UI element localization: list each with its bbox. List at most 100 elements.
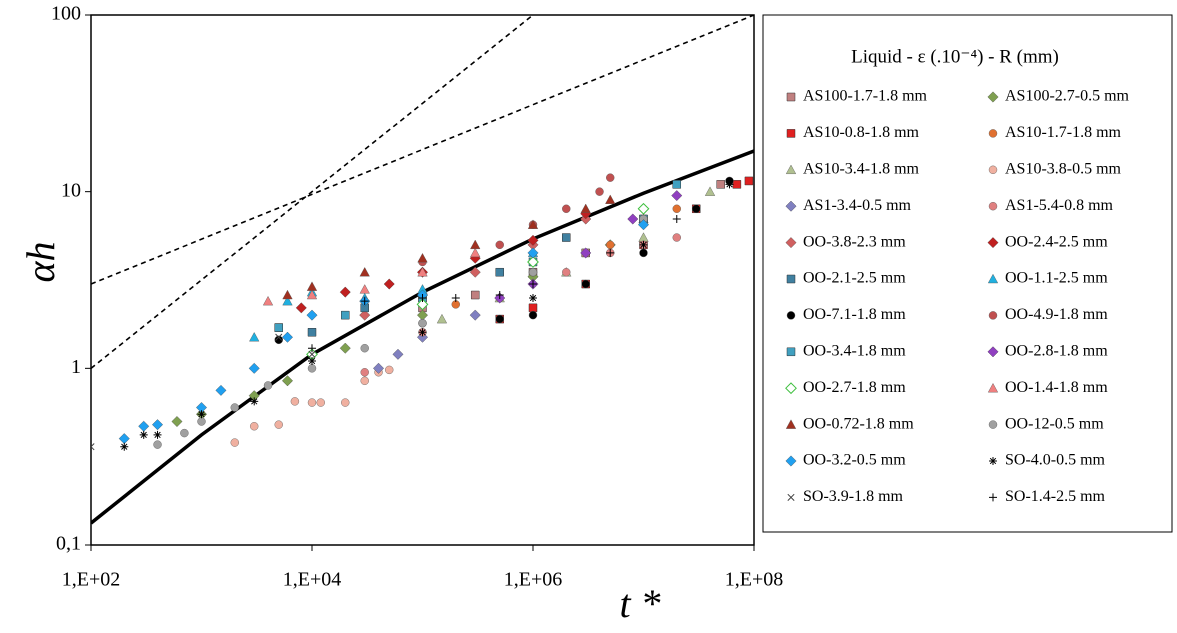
data-point xyxy=(308,344,316,353)
legend-label: OO-3.4-1.8 mm xyxy=(803,342,906,359)
data-point xyxy=(197,410,206,419)
legend-marker xyxy=(786,311,796,320)
data-point xyxy=(529,280,537,289)
data-point xyxy=(418,319,427,328)
data-point xyxy=(725,180,734,189)
legend-marker xyxy=(989,457,997,465)
legend-label: SO-1.4-2.5 mm xyxy=(1005,488,1106,505)
data-point xyxy=(580,247,592,259)
data-point xyxy=(339,286,351,298)
data-point xyxy=(495,240,504,250)
data-point xyxy=(527,247,539,259)
data-point xyxy=(469,309,481,321)
legend-label: OO-1.1-2.5 mm xyxy=(1005,270,1108,287)
data-point xyxy=(274,420,283,429)
legend-label: AS10-0.8-1.8 mm xyxy=(803,124,920,141)
data-point xyxy=(274,335,283,345)
data-point xyxy=(360,297,369,306)
plot-area xyxy=(90,14,755,546)
x-tick-label: 1,E+08 xyxy=(725,569,784,591)
data-point xyxy=(671,190,683,202)
data-point xyxy=(638,219,649,231)
legend-marker xyxy=(787,493,795,501)
data-point xyxy=(385,365,394,375)
data-point xyxy=(392,348,404,360)
data-point xyxy=(153,440,162,449)
legend-marker xyxy=(987,273,999,284)
data-point xyxy=(360,344,369,353)
data-point xyxy=(580,203,591,213)
data-point xyxy=(581,279,590,289)
legend-label: OO-12-0.5 mm xyxy=(1005,415,1104,432)
data-point xyxy=(250,422,259,431)
data-point xyxy=(627,213,639,225)
data-point xyxy=(339,342,351,354)
legend-marker xyxy=(987,346,999,358)
data-point xyxy=(672,204,681,213)
legend-label: SO-3.9-1.8 mm xyxy=(803,488,904,505)
legend-label: OO-2.4-2.5 mm xyxy=(1005,233,1108,250)
data-point xyxy=(451,294,460,303)
data-point xyxy=(282,375,293,387)
data-point xyxy=(118,433,130,445)
data-point xyxy=(360,368,369,377)
data-point xyxy=(341,310,350,320)
data-point xyxy=(359,309,371,321)
legend-label: AS10-1.7-1.8 mm xyxy=(1005,124,1122,141)
legend-label: OO-4.9-1.8 mm xyxy=(1005,306,1108,323)
data-point xyxy=(470,247,481,258)
legend-label: OO-0.72-1.8 mm xyxy=(803,415,914,432)
data-point xyxy=(282,295,293,306)
data-point xyxy=(528,268,538,277)
model-line xyxy=(91,15,534,369)
data-point xyxy=(562,204,571,213)
data-point xyxy=(528,310,538,320)
legend-label: AS1-3.4-0.5 mm xyxy=(803,197,912,214)
legend-label: OO-3.8-2.3 mm xyxy=(803,233,906,250)
data-point xyxy=(418,328,427,337)
legend-marker xyxy=(988,165,998,174)
data-point xyxy=(308,357,316,366)
data-point xyxy=(290,397,300,406)
x-tick-label: 1,E+04 xyxy=(283,569,342,591)
legend-label: OO-7.1-1.8 mm xyxy=(803,306,906,323)
data-point xyxy=(263,381,273,390)
data-point xyxy=(250,397,259,406)
plot-content xyxy=(91,15,754,525)
data-point xyxy=(527,219,539,229)
data-point xyxy=(248,362,260,374)
data-point xyxy=(360,376,369,385)
data-point xyxy=(180,428,189,438)
x-axis-label: t * xyxy=(619,581,660,626)
data-point xyxy=(341,398,350,407)
data-point xyxy=(306,309,318,321)
legend-label: AS1-5.4-0.8 mm xyxy=(1005,197,1114,214)
data-point xyxy=(418,294,427,303)
legend-marker xyxy=(785,237,797,249)
legend-marker xyxy=(786,347,796,357)
data-point xyxy=(295,302,307,314)
data-point xyxy=(528,303,538,313)
data-point xyxy=(672,180,682,189)
legend-marker xyxy=(988,420,998,429)
data-point xyxy=(417,266,428,277)
data-point xyxy=(704,186,716,196)
data-point xyxy=(605,194,616,204)
data-point xyxy=(308,350,316,358)
legend-marker xyxy=(988,311,998,320)
data-point xyxy=(732,180,742,189)
data-point xyxy=(359,266,370,277)
legend-label: AS100-2.7-0.5 mm xyxy=(1005,88,1130,105)
y-tick-label: 100 xyxy=(51,3,81,25)
y-tick-label: 1 xyxy=(71,356,81,378)
data-point xyxy=(282,331,293,343)
data-point xyxy=(495,291,504,300)
data-point xyxy=(316,398,325,407)
y-tick-label: 10 xyxy=(61,179,81,201)
model-line xyxy=(91,15,754,285)
legend-label: OO-2.7-1.8 mm xyxy=(803,379,906,396)
legend-marker xyxy=(785,200,797,212)
data-point xyxy=(595,187,604,196)
data-point xyxy=(307,328,317,337)
